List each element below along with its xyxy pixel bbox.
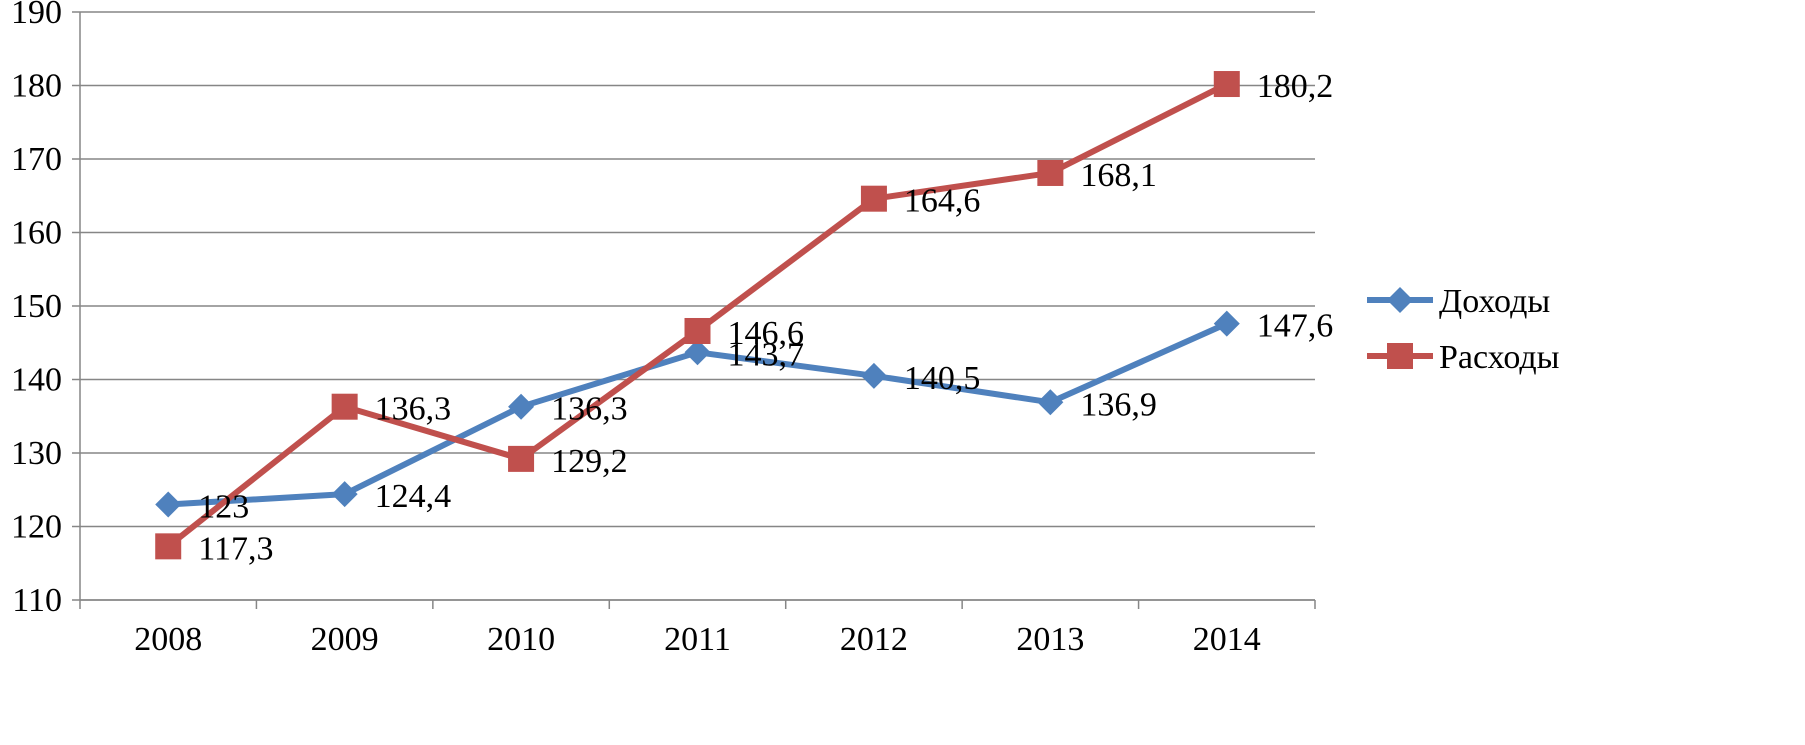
data-label: 124,4	[375, 478, 452, 515]
y-tick-label: 130	[11, 435, 62, 472]
series-markers	[155, 71, 1240, 560]
y-tick-label: 150	[11, 288, 62, 325]
x-tick-label: 2010	[487, 621, 555, 658]
legend-marker	[1387, 287, 1413, 313]
data-label: 180,2	[1257, 68, 1334, 105]
series-1-point	[1213, 310, 1240, 337]
series-2-point	[155, 533, 182, 560]
x-tick-label: 2008	[134, 621, 202, 658]
y-tick-label: 160	[11, 215, 62, 252]
series-1-point	[331, 481, 358, 508]
y-tick-label: 170	[11, 141, 62, 178]
x-tick-label: 2009	[311, 621, 379, 658]
y-tick-label: 180	[11, 68, 62, 105]
series-2-point	[684, 317, 711, 344]
data-labels: 123 124,4 136,3 143,7 140,5 136,9 147,6 117,3 13…	[198, 68, 1333, 567]
data-label: 117,3	[198, 530, 273, 567]
series-1-point	[860, 362, 887, 389]
data-label: 123	[198, 488, 249, 525]
data-label: 136,9	[1080, 386, 1157, 423]
legend-marker	[1387, 343, 1413, 369]
data-label: 168,1	[1080, 157, 1157, 194]
y-axis-tick-labels: 110 120 130 140 150 160 170 180 190	[11, 0, 62, 619]
data-label: 147,6	[1257, 308, 1334, 345]
series-2-point	[1213, 71, 1240, 98]
data-label: 146,6	[728, 315, 805, 352]
x-tick-label: 2012	[840, 621, 908, 658]
series-2-point	[860, 185, 887, 212]
series-1-point	[155, 491, 182, 518]
series-1-point	[508, 393, 535, 420]
data-label: 140,5	[904, 360, 981, 397]
x-tick-label: 2014	[1193, 621, 1261, 658]
data-label: 164,6	[904, 183, 981, 220]
data-label: 136,3	[551, 391, 628, 428]
data-label: 129,2	[551, 443, 628, 480]
y-tick-label: 190	[11, 0, 62, 31]
series-line-2	[166, 81, 1229, 549]
x-axis-tick-labels: 2008 2009 2010 2011 2012 2013 2014	[134, 621, 1261, 658]
legend-label: Доходы	[1439, 283, 1550, 320]
legend-label: Расходы	[1439, 339, 1560, 376]
x-tick-label: 2011	[664, 621, 731, 658]
gridlines	[80, 11, 1315, 601]
series-2-point	[331, 393, 358, 420]
y-tick-label: 140	[11, 362, 62, 399]
data-label: 136,3	[375, 391, 452, 428]
y-tick-label: 110	[12, 582, 62, 619]
series-2-point	[1037, 159, 1064, 186]
x-tick-label: 2013	[1016, 621, 1084, 658]
axes	[72, 11, 1316, 609]
series-1-point	[1037, 389, 1064, 416]
data-label: 143,7	[728, 336, 805, 373]
series-1-point	[684, 339, 711, 366]
series-2-point	[508, 445, 535, 472]
y-tick-label: 120	[11, 509, 62, 546]
legend: Доходы Расходы	[1367, 283, 1560, 376]
series-lines	[166, 81, 1229, 549]
